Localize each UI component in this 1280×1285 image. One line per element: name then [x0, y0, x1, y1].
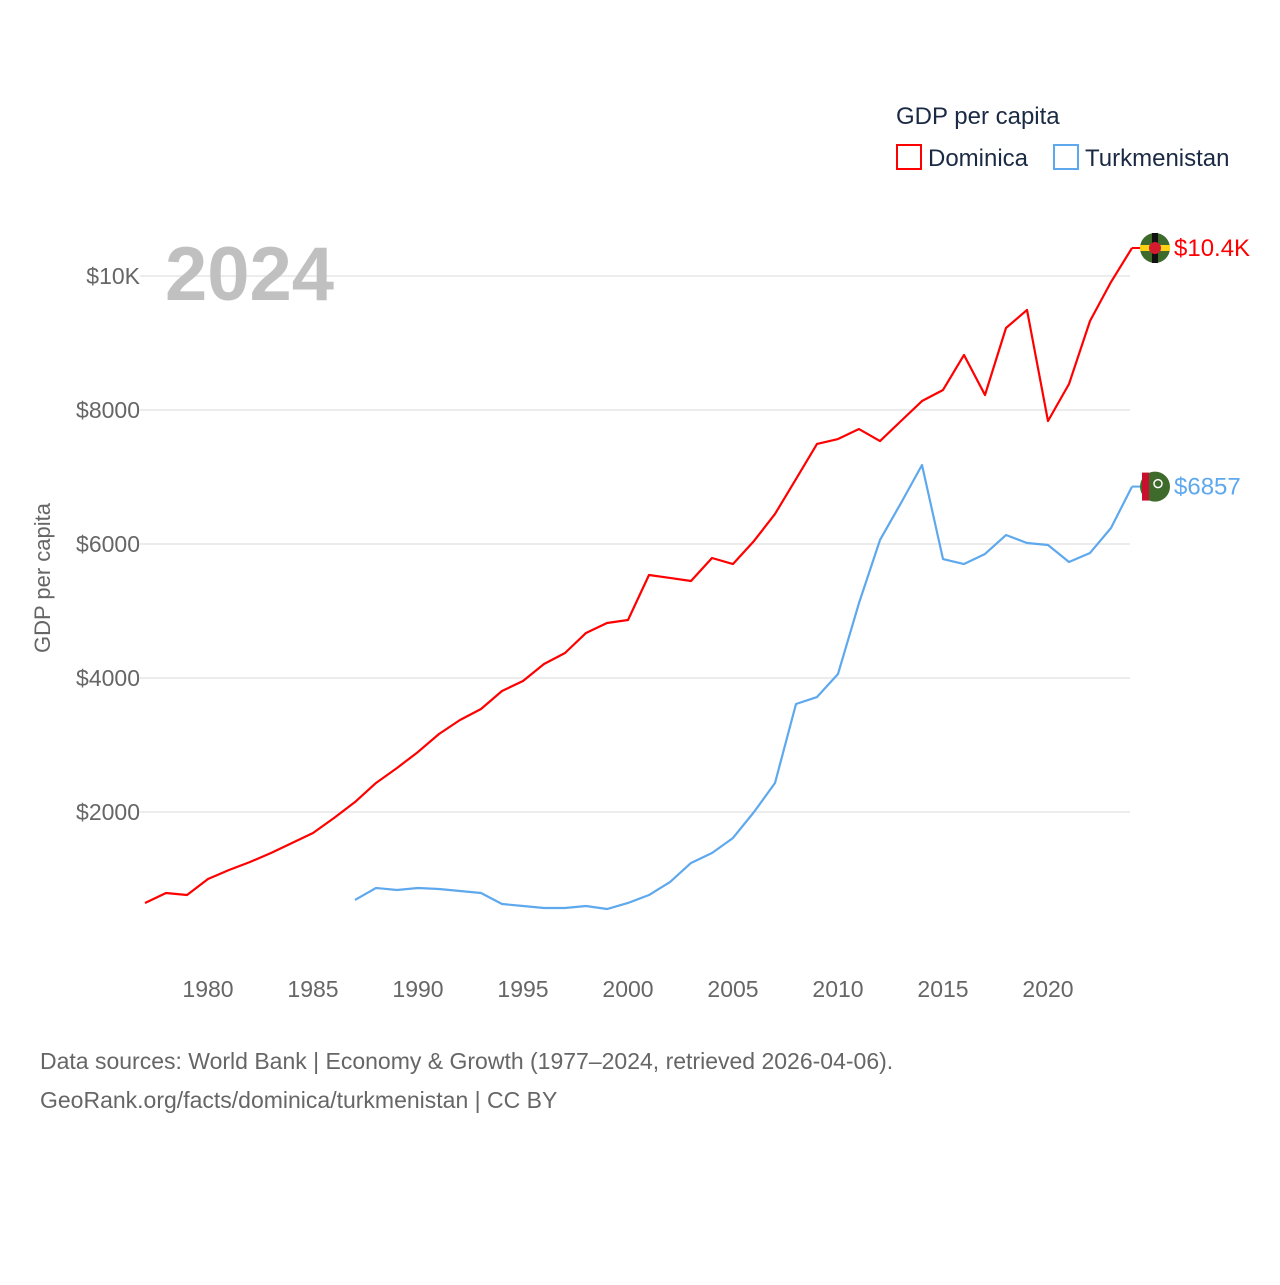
legend-title: GDP per capita	[896, 103, 1060, 130]
flag-dominica-icon	[1140, 232, 1170, 263]
x-tick-label: 2015	[917, 976, 968, 1002]
footer-link[interactable]: GeoRank.org/facts/dominica/turkmenistan …	[40, 1087, 557, 1113]
series-line-turkmenistan	[354, 463, 1133, 911]
flag-stripe	[1142, 472, 1149, 501]
footer-sources: Data sources: World Bank | Economy & Gro…	[40, 1048, 893, 1074]
end-value-label: $10.4K	[1174, 235, 1250, 262]
end-value-label: $6857	[1174, 474, 1241, 501]
x-tick-label: 2010	[812, 976, 863, 1002]
legend-swatch-dominica[interactable]	[896, 144, 922, 170]
legend-swatch-turkmenistan[interactable]	[1053, 144, 1079, 170]
y-tick-label: $8000	[76, 397, 140, 423]
x-tick-label: 1990	[392, 976, 443, 1002]
y-tick-label: $4000	[76, 665, 140, 691]
legend-label-dominica[interactable]: Dominica	[928, 145, 1029, 172]
legend: GDP per capita Dominica Turkmenistan	[896, 103, 1230, 172]
flag-emblem	[1149, 241, 1161, 254]
y-tick-label: $2000	[76, 799, 140, 825]
flag-crescent	[1153, 478, 1163, 489]
y-tick-label: $10K	[86, 263, 140, 289]
legend-label-turkmenistan[interactable]: Turkmenistan	[1085, 145, 1230, 172]
x-tick-label: 2005	[707, 976, 758, 1002]
y-axis-label: GDP per capita	[30, 502, 55, 653]
series-line-dominica	[144, 247, 1133, 904]
x-tick-label: 2020	[1022, 976, 1073, 1002]
x-tick-label: 1980	[182, 976, 233, 1002]
flag-turkmenistan-icon	[1140, 471, 1170, 502]
x-tick-label: 1995	[497, 976, 548, 1002]
year-watermark: 2024	[165, 232, 334, 317]
x-tick-label: 2000	[602, 976, 653, 1002]
y-tick-label: $6000	[76, 531, 140, 557]
x-tick-label: 1985	[287, 976, 338, 1002]
